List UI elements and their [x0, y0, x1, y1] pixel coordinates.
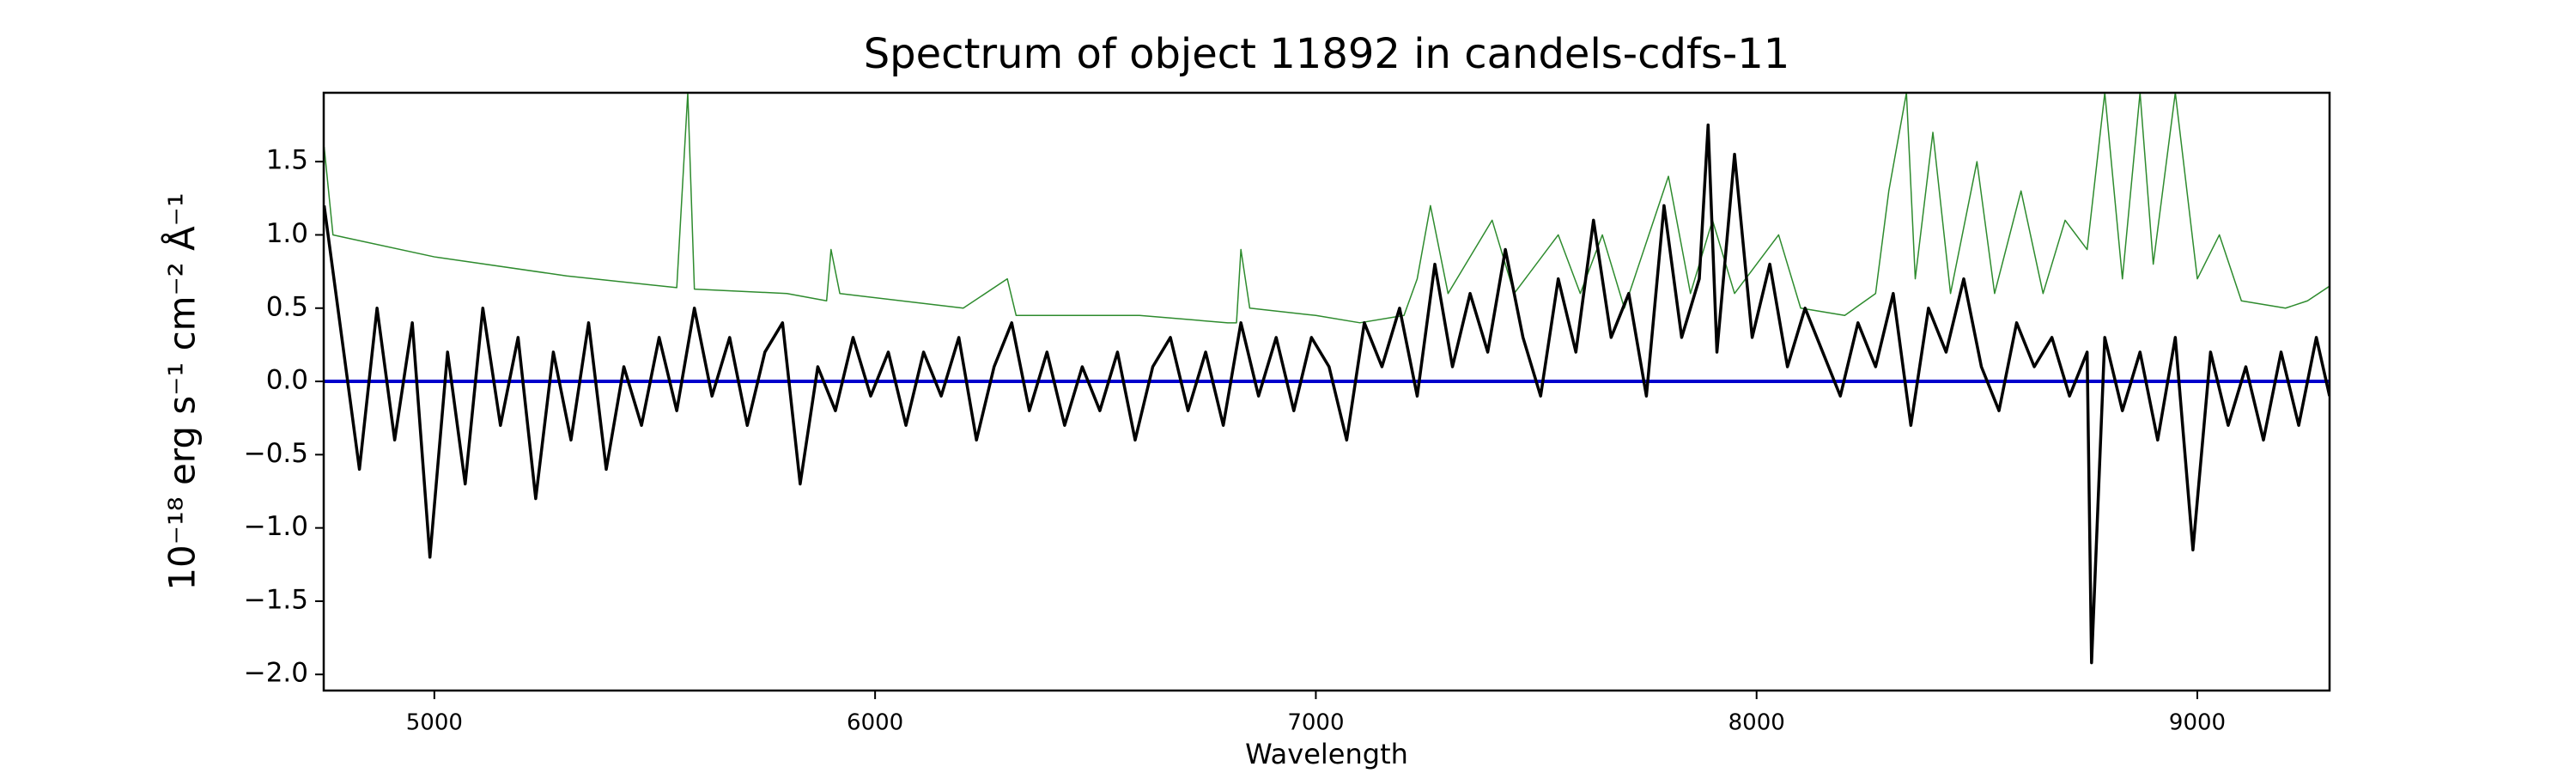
chart-title: Spectrum of object 11892 in candels-cdfs…	[864, 30, 1790, 78]
x-tick-label: 9000	[2169, 710, 2226, 736]
y-tick-label: −0.5	[244, 438, 308, 469]
y-tick-label: 1.0	[266, 218, 308, 249]
y-tick-label: 0.0	[266, 365, 308, 396]
spectrum-line	[324, 93, 2330, 324]
y-tick-label: −1.5	[244, 584, 308, 615]
plot-area	[324, 93, 2330, 665]
axes-frame	[322, 91, 2331, 692]
y-tick-label: 0.5	[266, 291, 308, 322]
x-axis-label: Wavelength	[1245, 738, 1408, 770]
y-tick-label: 1.5	[266, 145, 308, 176]
x-tick-label: 5000	[406, 710, 463, 736]
x-tick-label: 7000	[1287, 710, 1344, 736]
y-axis-label: 10⁻¹⁸ erg s⁻¹ cm⁻² Å⁻¹	[161, 192, 204, 590]
y-tick-label: −1.0	[244, 511, 308, 542]
x-tick-label: 6000	[847, 710, 903, 736]
y-tick-label: −2.0	[244, 658, 308, 689]
spectrum-line	[324, 123, 2330, 665]
x-tick-label: 8000	[1728, 710, 1785, 736]
